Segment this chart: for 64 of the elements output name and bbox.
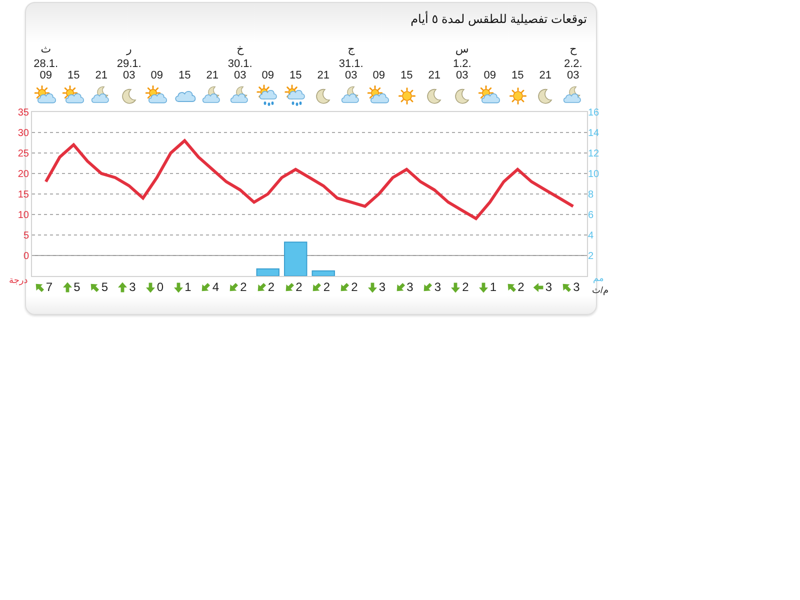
data-label: 3 [129,280,136,294]
data-label: 3 [378,280,386,294]
x-tick-label: 03 [345,70,358,82]
data-label: 2 [296,280,302,294]
y2-tick-label: 8 [588,190,594,200]
data-label: 5 [74,280,80,294]
data-label: 3 [545,280,552,294]
chart-title: توقعات تفصيلية للطقس لمدة ٥ أيام [410,11,587,26]
x-tick-label: 21 [539,70,552,82]
y-tick-label: 15 [18,190,30,200]
data-label: 3 [434,280,442,294]
y-tick-label: 0 [23,251,30,262]
line-series [44,139,575,220]
x-tick-label: 09 [40,70,52,82]
data-label: 2 [518,280,524,294]
y2-tick-label: 2 [588,251,594,262]
y2-tick-label: 6 [588,210,594,221]
y-tick-label: 25 [18,148,30,160]
data-label: 3 [573,280,580,294]
x-tick-label: 15 [68,70,80,82]
y2-tick-label: 10 [588,169,600,180]
x-tick-label: 21 [206,70,219,82]
y2-tick-label: 14 [588,128,600,139]
bar [256,268,280,276]
data-label: 2 [351,280,358,294]
data-label: 7 [46,280,53,294]
y2-tick-label: 12 [588,148,600,160]
x-tick-label: 03 [123,70,136,82]
data-label: 5 [101,280,108,294]
data-label: 4 [212,280,220,294]
x-tick-label: 09 [262,70,274,82]
y2-tick-label: 16 [588,108,600,118]
x-tick-label: 09 [372,70,386,82]
x-tick-label: 21 [317,70,330,82]
bar [284,242,308,276]
y-tick-label: 30 [18,128,30,139]
data-label: 3 [406,280,414,294]
x-tick-label: 03 [234,70,246,82]
x-tick-label: 15 [290,70,302,82]
text: م/ث [592,285,609,296]
x-tick-label: 21 [428,70,441,82]
y-axis-title: درجة [9,275,28,286]
x-tick-label: 21 [95,70,108,82]
bar [312,270,335,276]
y2-tick-label: 4 [588,230,594,242]
x-tick-label: 03 [567,70,580,82]
data-label: 2 [268,280,275,294]
data-label: 2 [240,280,247,294]
y-tick-label: 10 [18,210,30,221]
data-label: 2 [462,280,469,294]
y-tick-label: 5 [23,230,30,242]
data-label: 1 [490,280,497,294]
x-tick-label: 09 [150,70,164,82]
y-tick-label: 35 [18,108,30,118]
x-tick-label: 03 [456,70,468,82]
y-tick-label: 20 [18,169,30,180]
data-label: 2 [323,280,330,294]
x-tick-label: 09 [484,70,496,82]
data-label: 1 [184,280,192,294]
x-tick-label: 15 [400,70,413,82]
data-label: 0 [156,280,164,294]
x-tick-label: 15 [512,70,524,82]
y2-axis-title: مم [593,273,604,284]
x-tick-label: 15 [178,70,191,82]
